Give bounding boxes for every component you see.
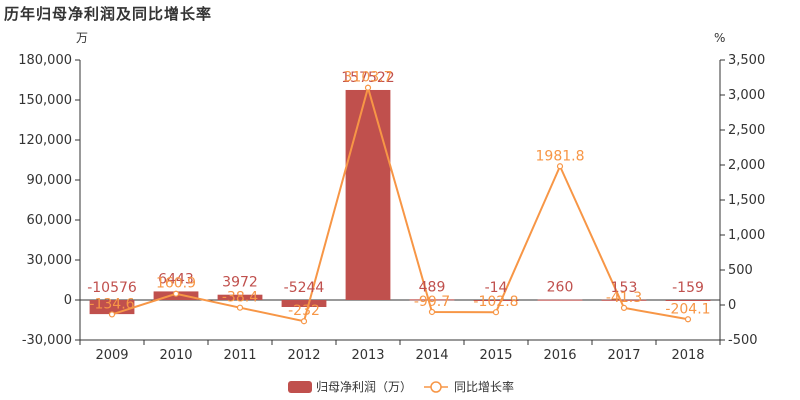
left-axis-tick-label: 30,000 xyxy=(27,253,73,268)
right-axis-tick-label: 1,500 xyxy=(728,193,765,208)
line-data-label: 3103.7 xyxy=(344,70,393,86)
bar-2015 xyxy=(473,300,519,301)
bar-data-label: -14 xyxy=(485,280,508,296)
growth-rate-point-2012 xyxy=(300,318,308,325)
bar-2018 xyxy=(665,300,711,301)
bar-2011 xyxy=(217,294,263,300)
right-axis-tick-label: 2,500 xyxy=(728,123,765,138)
bar-2013 xyxy=(345,89,391,300)
left-axis-tick-label: -30,000 xyxy=(22,333,72,348)
line-data-label: -99.7 xyxy=(414,294,450,310)
right-axis-tick-label: 3,500 xyxy=(728,53,765,68)
line-data-labels: -134.6 160.9 -38.4 -232 3103.7 -99.7 -102.8 198… xyxy=(89,70,710,319)
line-data-label: -41.3 xyxy=(606,290,642,306)
x-axis-tick-label: 2014 xyxy=(415,348,448,363)
x-axis-tick-label: 2018 xyxy=(671,348,704,363)
legend[interactable]: 归母净利润（万） 同比增长率 xyxy=(288,379,514,394)
right-axis-tick-label: 1,000 xyxy=(728,228,765,243)
left-axis-tick-label: 90,000 xyxy=(27,173,73,188)
left-axis: -30,000 0 30,000 60,000 90,000 120,000 150,000… xyxy=(18,53,81,348)
left-axis-tick-label: 150,000 xyxy=(18,93,72,108)
growth-rate-line xyxy=(111,84,689,323)
right-axis-tick-label: 2,000 xyxy=(728,158,765,173)
left-axis-tick-label: 180,000 xyxy=(18,53,72,68)
growth-rate-point-2016 xyxy=(556,163,564,170)
bar-data-label: -159 xyxy=(672,280,704,296)
x-axis-tick-label: 2010 xyxy=(159,348,192,363)
bar-data-label: -10576 xyxy=(87,280,137,296)
x-axis-tick-label: 2017 xyxy=(607,348,640,363)
growth-rate-point-2018 xyxy=(684,316,692,323)
line-data-label: -102.8 xyxy=(473,294,518,310)
line-data-label: -204.1 xyxy=(665,301,710,317)
right-axis-tick-label: -500 xyxy=(728,333,758,348)
growth-rate-point-2009 xyxy=(108,311,116,318)
right-axis-tick-label: 500 xyxy=(728,263,753,278)
bar-data-label: 260 xyxy=(547,280,574,296)
left-axis-tick-label: 120,000 xyxy=(18,133,72,148)
growth-rate-point-2014 xyxy=(428,308,436,316)
chart-title: 历年归母净利润及同比增长率 xyxy=(4,5,213,23)
left-axis-tick-label: 0 xyxy=(64,293,72,308)
line-data-label: -134.6 xyxy=(89,296,134,312)
growth-rate-point-2015 xyxy=(492,309,500,316)
x-axis-tick-label: 2012 xyxy=(287,348,320,363)
bar-2014 xyxy=(409,299,455,301)
x-axis-tick-label: 2016 xyxy=(543,348,576,363)
right-axis-tick-label: 3,000 xyxy=(728,88,765,103)
bar-2017 xyxy=(601,299,647,301)
left-axis-tick-label: 60,000 xyxy=(27,213,73,228)
bar-data-label: 6443 xyxy=(158,271,194,287)
legend-swatch-marker xyxy=(430,381,442,393)
legend-label-bar: 归母净利润（万） xyxy=(316,380,412,394)
line-data-label: -232 xyxy=(288,303,320,319)
bar-data-label: 3972 xyxy=(222,275,258,291)
line-data-label: -38.4 xyxy=(222,290,258,306)
bar-data-label: 157522 xyxy=(341,70,394,86)
x-axis-tick-label: 2011 xyxy=(223,348,256,363)
legend-swatch-bar xyxy=(288,381,312,393)
bar-data-label: -5244 xyxy=(284,280,325,296)
x-axis-tick-label: 2013 xyxy=(351,348,384,363)
line-data-label: 160.9 xyxy=(156,276,196,292)
growth-rate-point-2017 xyxy=(620,304,628,311)
line-series xyxy=(108,84,692,325)
growth-rate-point-2011 xyxy=(236,304,244,311)
legend-label-line: 同比增长率 xyxy=(454,379,514,394)
bar-2012 xyxy=(281,300,327,307)
right-axis-unit: % xyxy=(714,31,725,45)
left-axis-unit: 万 xyxy=(76,31,88,45)
growth-rate-point-2013 xyxy=(364,84,372,91)
growth-rate-point-2010 xyxy=(172,290,180,297)
x-axis-tick-label: 2015 xyxy=(479,348,512,363)
x-axis-tick-label: 2009 xyxy=(95,348,128,363)
bar-data-label: 489 xyxy=(419,279,446,295)
right-axis-tick-label: 0 xyxy=(728,298,736,313)
bar-data-labels: -10576 6443 3972 -5244 157522 489 -14 260 153 -15… xyxy=(87,70,704,296)
bar-data-label: 153 xyxy=(611,280,638,296)
line-data-label: 1981.8 xyxy=(536,148,585,164)
right-axis: -500 0 500 1,000 1,500 2,000 2,500 3,000 3,500 xyxy=(719,53,765,348)
bar-2016 xyxy=(537,299,583,301)
